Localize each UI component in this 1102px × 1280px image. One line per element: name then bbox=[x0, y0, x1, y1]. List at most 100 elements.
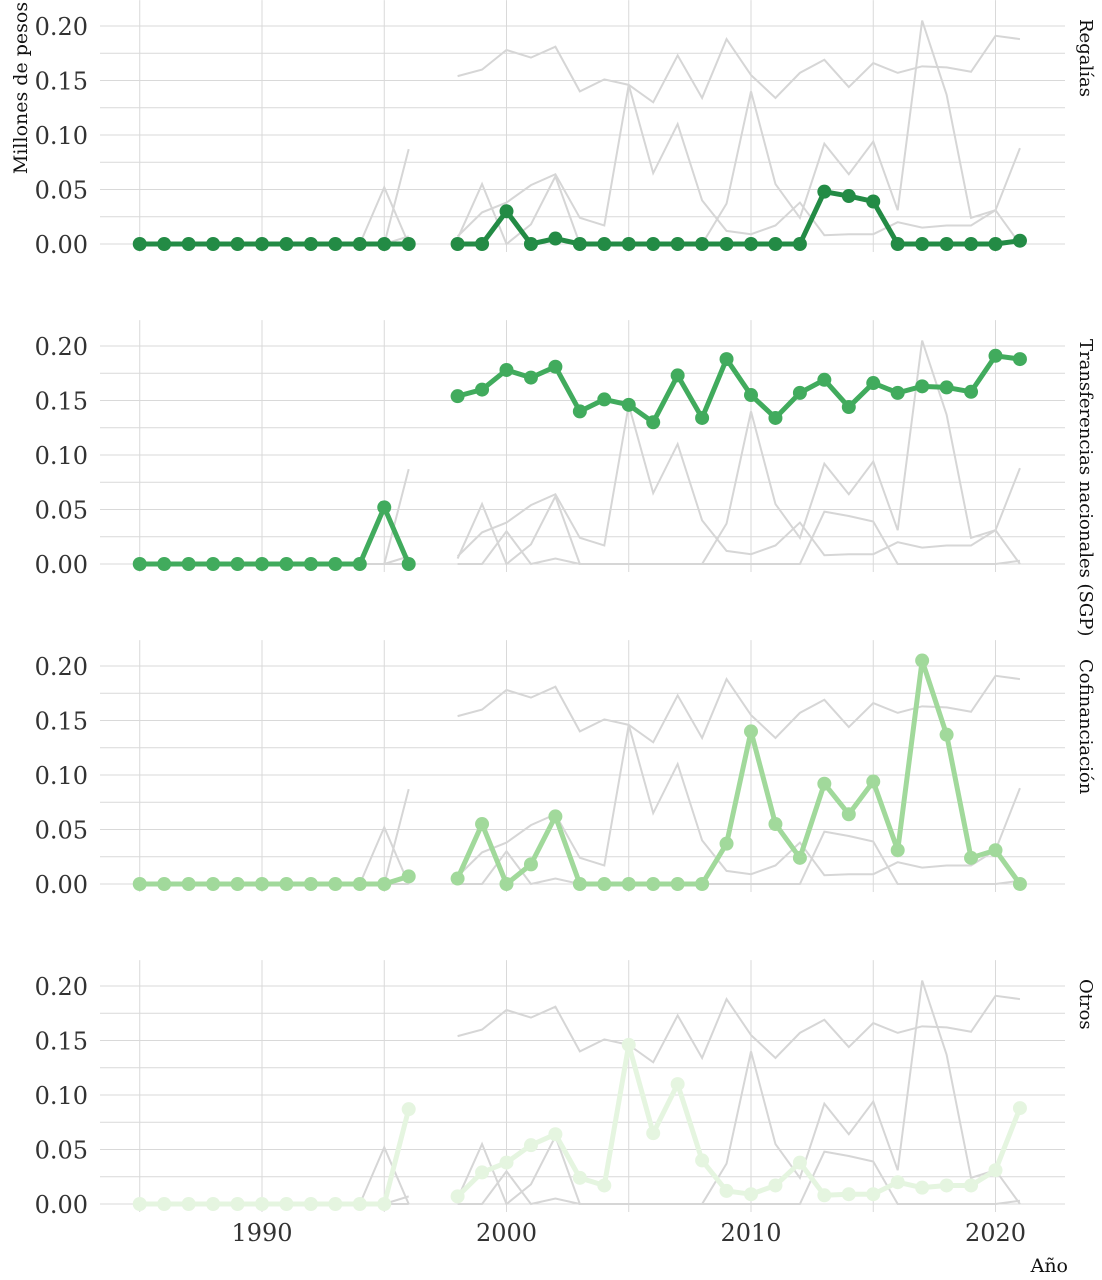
data-point bbox=[964, 237, 979, 251]
data-point bbox=[401, 1102, 416, 1117]
data-point bbox=[499, 204, 514, 219]
facet-panel: 0.00 0.05 0.10 0.15 0.20 Regalías bbox=[35, 0, 1096, 259]
data-point bbox=[890, 385, 905, 400]
y-tick-label: 0.15 bbox=[35, 68, 88, 96]
background-series-line bbox=[139, 788, 410, 885]
data-point bbox=[621, 1037, 636, 1052]
y-tick-label: 0.00 bbox=[35, 551, 88, 579]
data-point bbox=[450, 237, 465, 251]
data-point bbox=[621, 237, 636, 251]
data-point bbox=[988, 843, 1003, 858]
data-point bbox=[988, 1163, 1003, 1178]
data-point bbox=[719, 352, 734, 367]
data-point bbox=[597, 1178, 612, 1193]
data-point bbox=[352, 1197, 367, 1211]
data-point bbox=[866, 194, 881, 209]
data-point bbox=[255, 557, 269, 571]
y-tick-label: 0.05 bbox=[35, 497, 88, 525]
data-point bbox=[157, 877, 172, 891]
data-point bbox=[303, 877, 318, 891]
data-point bbox=[279, 1197, 294, 1211]
data-point bbox=[768, 237, 783, 251]
y-tick-label: 0.15 bbox=[35, 708, 88, 736]
data-point bbox=[303, 1197, 318, 1211]
y-tick-label: 0.00 bbox=[35, 1191, 88, 1219]
y-tick-label: 0.10 bbox=[35, 762, 88, 790]
data-point bbox=[695, 877, 710, 891]
data-point bbox=[792, 385, 807, 400]
data-point bbox=[866, 1187, 881, 1202]
data-point bbox=[377, 877, 392, 891]
y-axis-title: Millones de pesos bbox=[10, 2, 32, 174]
series-line bbox=[139, 504, 411, 567]
data-point bbox=[768, 410, 783, 425]
facet-label: Cofinanciación bbox=[1075, 659, 1096, 795]
data-point bbox=[303, 557, 318, 571]
y-tick-label: 0.05 bbox=[35, 817, 88, 845]
data-point bbox=[230, 877, 245, 891]
data-point bbox=[548, 809, 563, 824]
data-point bbox=[915, 1180, 930, 1195]
data-point bbox=[670, 1077, 685, 1092]
data-point bbox=[206, 877, 221, 891]
data-point bbox=[964, 850, 979, 865]
data-point bbox=[744, 1187, 758, 1202]
data-point bbox=[352, 877, 367, 891]
data-point bbox=[255, 877, 269, 891]
facet-panel: 0.00 0.05 0.10 0.15 0.20 Transferencias nacio… bbox=[35, 320, 1096, 636]
y-tick-label: 0.10 bbox=[35, 442, 88, 470]
data-point bbox=[572, 404, 587, 419]
facet-label: Otros bbox=[1075, 979, 1096, 1030]
background-series-line bbox=[456, 340, 1021, 566]
data-point bbox=[352, 237, 367, 251]
data-point bbox=[964, 1178, 979, 1193]
data-point bbox=[475, 382, 490, 397]
data-point bbox=[450, 1189, 465, 1204]
data-point bbox=[939, 380, 954, 395]
data-point bbox=[230, 1197, 245, 1211]
data-point bbox=[646, 877, 661, 891]
data-point bbox=[132, 237, 147, 251]
data-point bbox=[377, 237, 392, 251]
data-point bbox=[841, 189, 856, 204]
data-point bbox=[523, 857, 538, 872]
data-point bbox=[572, 237, 587, 251]
data-point bbox=[988, 348, 1003, 363]
data-point bbox=[817, 372, 832, 387]
y-tick-label: 0.20 bbox=[35, 973, 88, 1001]
data-point bbox=[206, 557, 221, 571]
background-series-line bbox=[457, 34, 1021, 104]
series-line bbox=[455, 658, 1022, 887]
background-series-line bbox=[457, 674, 1021, 744]
data-point bbox=[817, 184, 832, 199]
y-tick-label: 0.15 bbox=[35, 1028, 88, 1056]
data-point bbox=[768, 817, 783, 832]
data-point bbox=[792, 237, 807, 251]
y-tick-label: 0.20 bbox=[35, 13, 88, 41]
data-point bbox=[939, 727, 954, 742]
data-point bbox=[548, 359, 563, 374]
data-point bbox=[890, 1175, 905, 1190]
data-point bbox=[475, 1165, 490, 1180]
background-series-line bbox=[139, 184, 410, 245]
data-point bbox=[181, 1197, 196, 1211]
data-point bbox=[915, 653, 930, 668]
data-point bbox=[499, 1155, 514, 1170]
data-point bbox=[450, 389, 465, 404]
data-point bbox=[401, 557, 416, 571]
data-point bbox=[670, 877, 685, 891]
data-point bbox=[548, 1127, 563, 1142]
data-point bbox=[157, 1197, 172, 1211]
data-point bbox=[132, 1197, 147, 1211]
data-point bbox=[695, 410, 710, 425]
x-axis-title: Año bbox=[1030, 1255, 1068, 1277]
data-point bbox=[377, 1197, 392, 1211]
data-point bbox=[572, 1170, 587, 1185]
background-series-line bbox=[139, 1144, 410, 1205]
data-point bbox=[719, 237, 734, 251]
y-tick-label: 0.00 bbox=[35, 231, 88, 259]
data-point bbox=[1012, 233, 1027, 248]
data-point bbox=[279, 877, 294, 891]
x-tick-label: 2020 bbox=[965, 1219, 1026, 1247]
